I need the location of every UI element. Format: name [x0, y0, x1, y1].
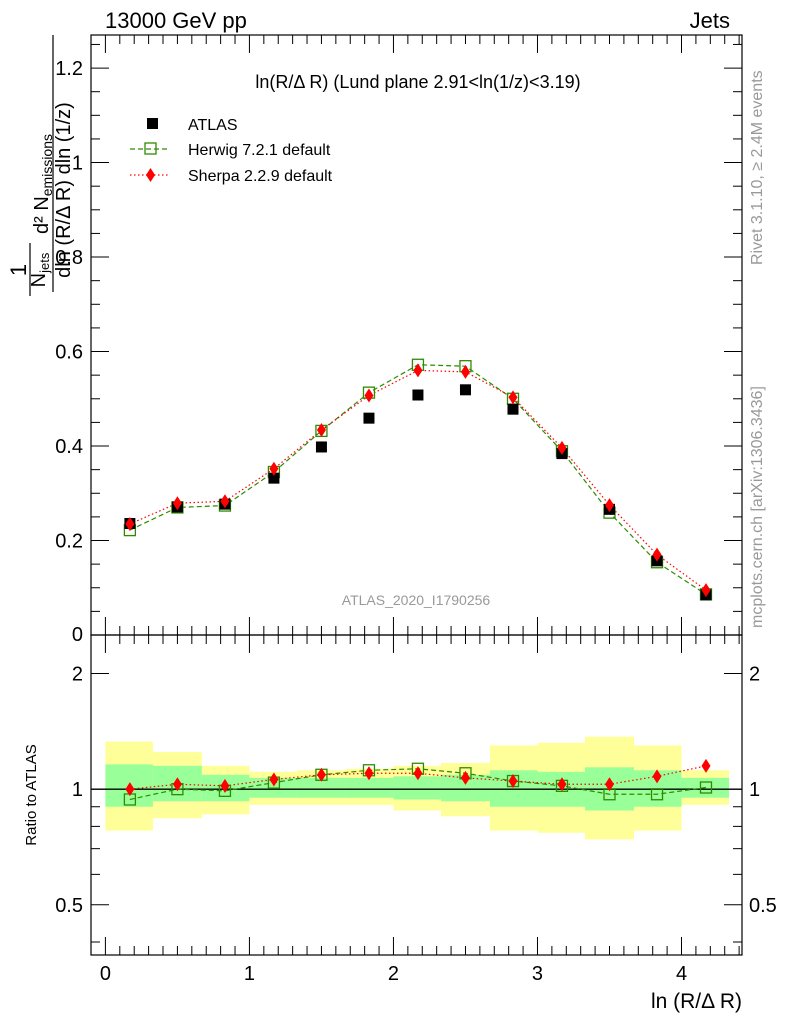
x-tick-label: 0 [100, 963, 111, 985]
y-tick-label: 0.2 [55, 531, 83, 553]
sherpa-ratio-point-3 [269, 772, 279, 787]
ratio-y-tick-label: 1 [72, 779, 83, 801]
x-axis-label: ln (R/Δ R) [651, 990, 742, 1013]
y-tick-label: 1 [72, 153, 83, 175]
svg-text:dln (R/Δ R) dln (1/z): dln (R/Δ R) dln (1/z) [53, 102, 75, 278]
y-tick-label-zero: 0 [72, 624, 83, 646]
sherpa-point-2 [220, 494, 230, 509]
atlas-point-6 [412, 389, 424, 401]
band-inner-6 [393, 776, 441, 800]
x-tick-label: 3 [532, 963, 543, 985]
atlas-point-5 [363, 412, 375, 424]
legend-herwig-label: Herwig 7.2.1 default [188, 142, 331, 159]
sherpa-ratio-point-9 [557, 777, 567, 792]
ratio-y-tick-label-right: 2 [749, 664, 760, 686]
legend: ATLAS Herwig 7.2.1 default Sherpa 2.2.9 … [130, 117, 333, 185]
svg-text:Njets: Njets [28, 252, 52, 287]
sherpa-ratio-point-5 [364, 766, 374, 781]
y-tick-label: 1.2 [55, 58, 83, 80]
legend-sherpa-marker [146, 168, 155, 182]
mcplots-label: mcplots.cern.ch [arXiv:1306.3436] [749, 386, 766, 628]
sherpa-ratio-point-0 [125, 782, 135, 797]
y-tick-label: 0.4 [55, 436, 83, 458]
ratio-axes: 0 1 2 3 4 0.5 0.5 1 1 2 2 [55, 634, 777, 985]
x-tick-label: 1 [244, 963, 255, 985]
atlas-point-8 [507, 403, 519, 415]
main-axes: 0.2 0.4 0.6 0.8 1 1.2 0 [55, 34, 743, 646]
chart-title: ln(R/Δ R) (Lund plane 2.91<ln(1/z)<3.19) [255, 72, 580, 92]
legend-sherpa-label: Sherpa 2.2.9 default [188, 168, 333, 185]
band-inner-4 [296, 777, 346, 798]
x-tick-label: 4 [676, 963, 687, 985]
sherpa-point-12 [701, 583, 711, 598]
ratio-y-tick-label-right: 0.5 [749, 895, 777, 917]
sherpa-point-11 [652, 547, 662, 562]
sherpa-point-5 [364, 388, 374, 403]
sherpa-ratio-point-1 [172, 777, 182, 792]
ratio-y-axis-label: Ratio to ATLAS [23, 744, 40, 845]
watermark: ATLAS_2020_I1790256 [342, 592, 491, 608]
sherpa-ratio-point-10 [604, 777, 614, 792]
herwig-ratio-point-11 [650, 788, 664, 801]
sherpa-point-1 [172, 496, 182, 511]
sherpa-point-8 [508, 390, 518, 405]
y-tick-label: 0.8 [55, 247, 83, 269]
sherpa-ratio-point-7 [460, 770, 470, 785]
ratio-frame [90, 634, 743, 956]
sherpa-point-10 [604, 498, 614, 513]
sherpa-point-9 [557, 440, 567, 455]
sherpa-point-6 [413, 363, 423, 378]
y-tick-label: 0.6 [55, 342, 83, 364]
header-energy: 13000 GeV pp [105, 8, 247, 33]
ratio-y-tick-label: 2 [72, 664, 83, 686]
x-tick-label: 2 [388, 963, 399, 985]
atlas-point-7 [459, 384, 471, 396]
legend-atlas-marker [147, 118, 158, 129]
sherpa-ratio-point-4 [316, 767, 326, 782]
atlas-point-4 [315, 441, 327, 453]
sherpa-point-3 [269, 461, 279, 476]
herwig-ratio-point-12 [699, 781, 713, 794]
ratio-y-tick-label-right: 1 [749, 779, 760, 801]
sherpa-point-4 [316, 422, 326, 437]
main-series [123, 358, 713, 601]
sherpa-ratio-point-11 [652, 769, 662, 784]
sherpa-ratio-point-8 [508, 774, 518, 789]
sherpa-point-7 [460, 364, 470, 379]
ratio-uncertainty-bands [105, 736, 730, 840]
sherpa-point-0 [125, 516, 135, 531]
ratio-y-tick-label: 0.5 [55, 895, 83, 917]
rivet-label: Rivet 3.1.10, ≥ 2.4M events [749, 70, 766, 265]
sherpa-line [129, 369, 707, 591]
svg-text:1: 1 [6, 264, 31, 276]
ratio-series [123, 758, 713, 806]
svg-text:d² Nemissions: d² Nemissions [31, 134, 55, 234]
sherpa-ratio-point-6 [413, 766, 423, 781]
header-jets: Jets [690, 8, 730, 33]
legend-atlas-label: ATLAS [188, 117, 238, 134]
legend-herwig-marker [144, 142, 157, 155]
sherpa-ratio-point-12 [701, 758, 711, 773]
atlas-point-3 [268, 472, 280, 484]
band-inner-5 [345, 777, 394, 798]
sherpa-ratio-point-2 [220, 778, 230, 793]
